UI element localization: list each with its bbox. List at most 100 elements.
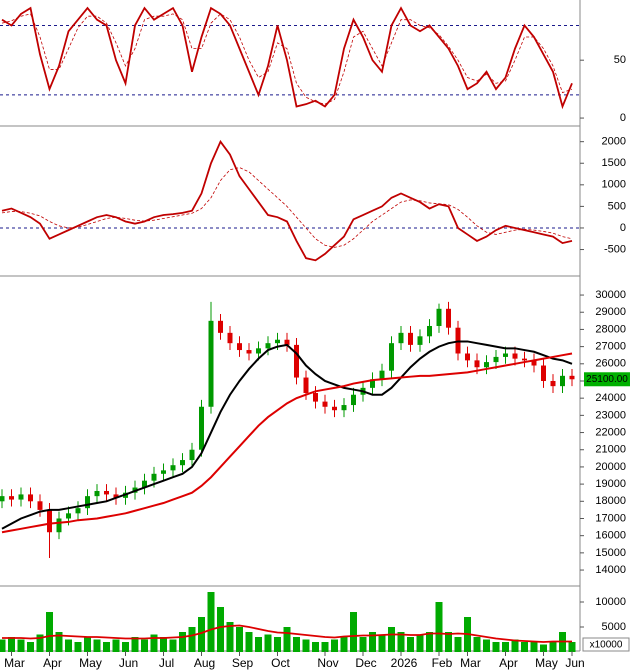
volume-bar (397, 632, 405, 652)
candle-body (104, 490, 109, 495)
volume-bar (198, 617, 205, 652)
series-line (1, 340, 573, 530)
volume-bar (8, 637, 15, 652)
candle-body (0, 496, 5, 502)
volume-bar (359, 637, 367, 652)
unit-box (582, 637, 630, 652)
y-tick-label: 5000 (602, 621, 626, 633)
volume-bar (502, 642, 509, 652)
x-tick-label: May (79, 656, 102, 670)
volume-bar (540, 644, 547, 652)
volume-bar (17, 639, 25, 652)
volume-bar (407, 637, 414, 652)
y-tick-label: 15000 (595, 547, 626, 559)
y-tick-label: 1000 (602, 179, 626, 191)
volume-bar (169, 639, 177, 652)
candle-body (218, 320, 223, 333)
volume-bar (46, 612, 53, 652)
volume-bar (492, 642, 500, 652)
candle-body (47, 509, 52, 533)
x-tick-label: Aug (194, 656, 215, 670)
x-tick-label: Mar (460, 656, 481, 670)
volume-bar (264, 634, 272, 652)
candle-body (265, 343, 271, 349)
candle-body (237, 343, 242, 351)
candle-body (9, 496, 14, 500)
y-tick-label: 10000 (595, 596, 626, 608)
volume-bar (283, 627, 291, 652)
candle-body (541, 365, 546, 381)
candle-body (503, 353, 508, 357)
series-line (1, 139, 573, 262)
y-tick-label: 23000 (595, 409, 626, 421)
y-tick-label: 20000 (595, 461, 626, 473)
volume-bar (93, 639, 101, 652)
candle-body (465, 353, 470, 361)
volume-bar (483, 639, 490, 652)
volume-bar (150, 634, 158, 652)
volume-bar (350, 612, 357, 652)
candle-body (522, 358, 527, 361)
volume-bar (160, 637, 167, 652)
volume-bar (112, 639, 120, 652)
current-price-box (584, 372, 630, 387)
y-tick-label: 1500 (602, 157, 626, 169)
x-tick-label: May (535, 656, 558, 670)
x-tick-label: Oct (271, 656, 290, 670)
candle-body (341, 405, 347, 411)
candle-body (66, 513, 71, 519)
volume-bar (321, 642, 329, 652)
candle-body (28, 494, 33, 502)
volume-bar (473, 637, 481, 652)
volume-bar (65, 639, 72, 652)
candle-body (512, 353, 518, 359)
candle-body (427, 325, 432, 337)
candle-body (560, 375, 565, 387)
volume-bar (141, 639, 148, 652)
candle-body (389, 343, 394, 371)
candle-body (484, 362, 489, 368)
candle-body (56, 518, 62, 533)
candle-body (379, 370, 385, 380)
y-tick-label: 30000 (595, 289, 626, 301)
volume-bar (445, 632, 452, 652)
candle-body (284, 339, 290, 345)
candle-body (550, 380, 556, 387)
volume-bar (274, 637, 281, 652)
candle-body (370, 379, 375, 388)
candle-body (436, 308, 442, 326)
y-tick-label: 24000 (595, 392, 626, 404)
candle-body (408, 332, 413, 345)
series-line (1, 167, 573, 248)
volume-bar (454, 637, 462, 652)
series-line (2, 624, 572, 643)
y-tick-label: 26000 (595, 358, 626, 370)
candle-body (180, 460, 185, 466)
candle-body (474, 360, 480, 368)
candle-body (18, 494, 24, 500)
volume-bar (188, 627, 196, 652)
volume-bar (0, 639, 6, 652)
y-tick-label: 17000 (595, 512, 626, 524)
y-tick-label: 22000 (595, 426, 626, 438)
candle-body (85, 496, 90, 509)
volume-bar (293, 637, 300, 652)
y-tick-label: 28000 (595, 323, 626, 335)
volume-bar (416, 634, 424, 652)
candle-body (75, 508, 81, 514)
volume-bar (236, 627, 243, 652)
x-tick-label: Apr (43, 656, 62, 670)
volume-bar (388, 627, 395, 652)
x-tick-label: Mar (4, 656, 25, 670)
x-tick-label: Sep (232, 656, 254, 670)
candle-body (227, 332, 233, 344)
volume-bar (530, 642, 538, 652)
volume-bar (521, 642, 528, 652)
x-tick-label: 2026 (391, 656, 418, 670)
x-tick-label: Apr (499, 656, 518, 670)
volume-bar (312, 642, 319, 652)
candle-body (94, 490, 100, 497)
candle-body (332, 406, 337, 411)
volume-bar (331, 639, 338, 652)
